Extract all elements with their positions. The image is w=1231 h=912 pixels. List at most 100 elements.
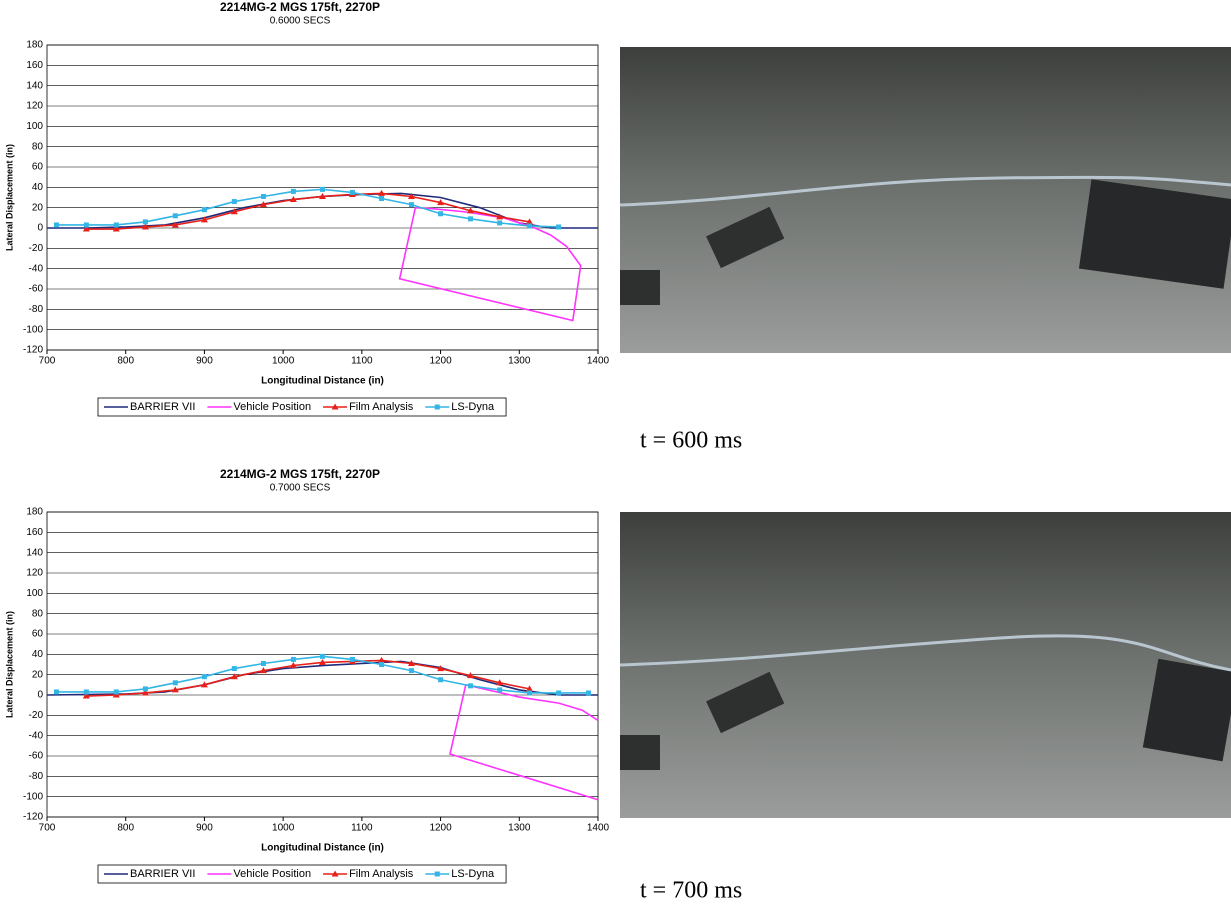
- marker: [261, 194, 266, 199]
- x-tick-label: 1300: [508, 823, 531, 834]
- marker: [409, 668, 414, 673]
- chart: 2214MG-2 MGS 175ft, 2270P 0.7000 SECS -120…: [4, 467, 609, 883]
- y-tick-label: 60: [32, 629, 44, 640]
- x-tick-label: 1200: [429, 823, 452, 834]
- x-tick-label: 1100: [351, 356, 373, 367]
- series-line: [400, 208, 581, 321]
- y-tick-label: -80: [29, 304, 44, 315]
- legend-label: LS-Dyna: [451, 868, 495, 880]
- legend-label: Film Analysis: [349, 401, 414, 413]
- chart-title: 2214MG-2 MGS 175ft, 2270P: [220, 0, 380, 14]
- y-tick-label: -40: [29, 263, 44, 274]
- y-tick-label: 160: [26, 527, 43, 538]
- chart-title: 2214MG-2 MGS 175ft, 2270P: [220, 467, 380, 481]
- y-tick-label: -120: [23, 345, 43, 356]
- x-tick-label: 1000: [272, 823, 295, 834]
- marker: [84, 222, 89, 227]
- marker: [527, 223, 532, 228]
- marker: [556, 690, 561, 695]
- y-tick-label: 100: [26, 588, 43, 599]
- y-tick-label: 60: [32, 162, 44, 173]
- y-tick-label: 160: [26, 60, 43, 71]
- y-tick-label: 40: [32, 649, 44, 660]
- figure: t = 600 ms t = 700 ms 2214MG-2 MGS 175ft…: [0, 0, 1231, 907]
- y-axis-label: Lateral Displacement (in): [4, 611, 14, 718]
- marker: [350, 657, 355, 662]
- x-tick-label: 1200: [429, 356, 452, 367]
- y-tick-label: 80: [32, 608, 44, 619]
- marker: [379, 196, 384, 201]
- x-tick-label: 1400: [587, 356, 610, 367]
- marker: [409, 202, 414, 207]
- x-axis-label: Longitudinal Distance (in): [261, 843, 384, 854]
- marker: [232, 666, 237, 671]
- marker: [202, 674, 207, 679]
- chart: 2214MG-2 MGS 175ft, 2270P 0.6000 SECS -120…: [4, 0, 609, 416]
- y-tick-label: -80: [29, 771, 44, 782]
- legend-label: BARRIER VII: [130, 868, 195, 880]
- marker: [54, 222, 59, 227]
- photo: [620, 512, 1231, 818]
- y-tick-label: 20: [32, 202, 44, 213]
- x-tick-label: 1100: [351, 823, 373, 834]
- y-tick-label: 20: [32, 669, 44, 680]
- marker: [438, 211, 443, 216]
- marker: [320, 187, 325, 192]
- y-tick-label: -100: [23, 791, 43, 802]
- marker: [173, 680, 178, 685]
- marker: [497, 220, 502, 225]
- y-axis-label: Lateral Displacement (in): [4, 144, 14, 251]
- y-tick-label: 140: [26, 80, 43, 91]
- legend-label: Film Analysis: [349, 868, 414, 880]
- x-tick-label: 900: [196, 356, 213, 367]
- y-tick-label: -60: [29, 751, 44, 762]
- legend-label: Vehicle Position: [233, 401, 311, 413]
- y-tick-label: -100: [23, 324, 43, 335]
- marker: [556, 224, 561, 229]
- y-tick-label: 100: [26, 121, 43, 132]
- marker: [261, 661, 266, 666]
- y-tick-label: -60: [29, 284, 44, 295]
- x-tick-label: 1000: [272, 356, 295, 367]
- x-tick-label: 1400: [587, 823, 610, 834]
- marker: [497, 687, 502, 692]
- y-tick-label: 120: [26, 101, 43, 112]
- x-tick-label: 700: [39, 356, 56, 367]
- y-tick-label: -20: [29, 710, 44, 721]
- marker: [143, 686, 148, 691]
- legend-marker: [435, 872, 440, 877]
- marker: [438, 677, 443, 682]
- marker: [468, 216, 473, 221]
- caption: t = 700 ms: [640, 878, 742, 904]
- marker: [468, 683, 473, 688]
- y-tick-label: 180: [26, 507, 43, 518]
- chart-subtitle: 0.6000 SECS: [270, 16, 331, 27]
- legend-marker: [435, 405, 440, 410]
- caption: t = 600 ms: [640, 428, 742, 454]
- marker: [320, 654, 325, 659]
- marker: [114, 222, 119, 227]
- marker: [114, 689, 119, 694]
- y-tick-label: -120: [23, 812, 43, 823]
- x-tick-label: 900: [196, 823, 213, 834]
- photo: [620, 47, 1231, 353]
- y-tick-label: 40: [32, 182, 44, 193]
- y-tick-label: 80: [32, 141, 44, 152]
- y-tick-label: 140: [26, 547, 43, 558]
- y-tick-label: -20: [29, 243, 44, 254]
- chart-subtitle: 0.7000 SECS: [270, 483, 331, 494]
- y-tick-label: 0: [37, 223, 43, 234]
- marker: [54, 689, 59, 694]
- marker: [291, 657, 296, 662]
- y-tick-label: 120: [26, 568, 43, 579]
- marker: [379, 662, 384, 667]
- marker: [232, 199, 237, 204]
- marker: [527, 690, 532, 695]
- marker: [291, 189, 296, 194]
- legend-label: BARRIER VII: [130, 401, 195, 413]
- y-tick-label: 0: [37, 690, 43, 701]
- y-tick-label: 180: [26, 40, 43, 51]
- x-axis-label: Longitudinal Distance (in): [261, 376, 384, 387]
- series-line: [86, 660, 529, 696]
- x-tick-label: 700: [39, 823, 56, 834]
